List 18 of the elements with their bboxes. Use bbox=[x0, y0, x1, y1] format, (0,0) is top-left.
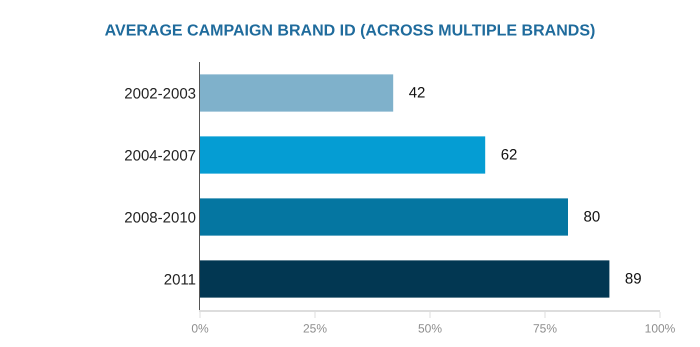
y-tick-label: 2004-2007 bbox=[124, 147, 196, 164]
x-tick-label: 0% bbox=[191, 321, 209, 336]
bar bbox=[200, 260, 610, 298]
x-tick-label: 50% bbox=[418, 321, 442, 336]
bar bbox=[200, 74, 394, 112]
y-tick-label: 2002-2003 bbox=[124, 85, 196, 102]
bar bbox=[200, 136, 486, 174]
y-tick-label: 2011 bbox=[164, 271, 196, 288]
bar bbox=[200, 198, 568, 236]
data-label: 89 bbox=[612, 270, 642, 288]
data-label: 42 bbox=[396, 84, 426, 102]
x-tick-label: 100% bbox=[644, 321, 676, 336]
x-tick-label: 75% bbox=[532, 321, 558, 336]
data-label: 62 bbox=[488, 146, 518, 164]
chart-title: AVERAGE CAMPAIGN BRAND ID (ACROSS MULTIPLE BRANDS) bbox=[104, 22, 596, 40]
x-tick-label: 25% bbox=[302, 321, 328, 336]
data-label: 80 bbox=[571, 208, 600, 226]
y-tick-label: 2008-2010 bbox=[124, 209, 196, 226]
